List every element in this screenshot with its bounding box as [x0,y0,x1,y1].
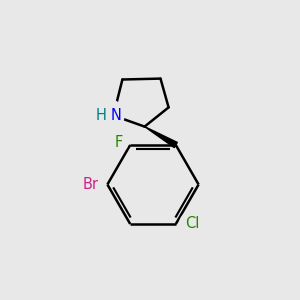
Circle shape [78,172,103,197]
Polygon shape [145,127,177,148]
Text: N: N [110,108,121,123]
Text: Cl: Cl [185,217,200,232]
Text: F: F [115,135,123,150]
Circle shape [180,212,205,237]
Text: Br: Br [83,177,99,192]
Circle shape [110,134,128,152]
Text: H: H [95,108,106,123]
Circle shape [91,99,124,132]
